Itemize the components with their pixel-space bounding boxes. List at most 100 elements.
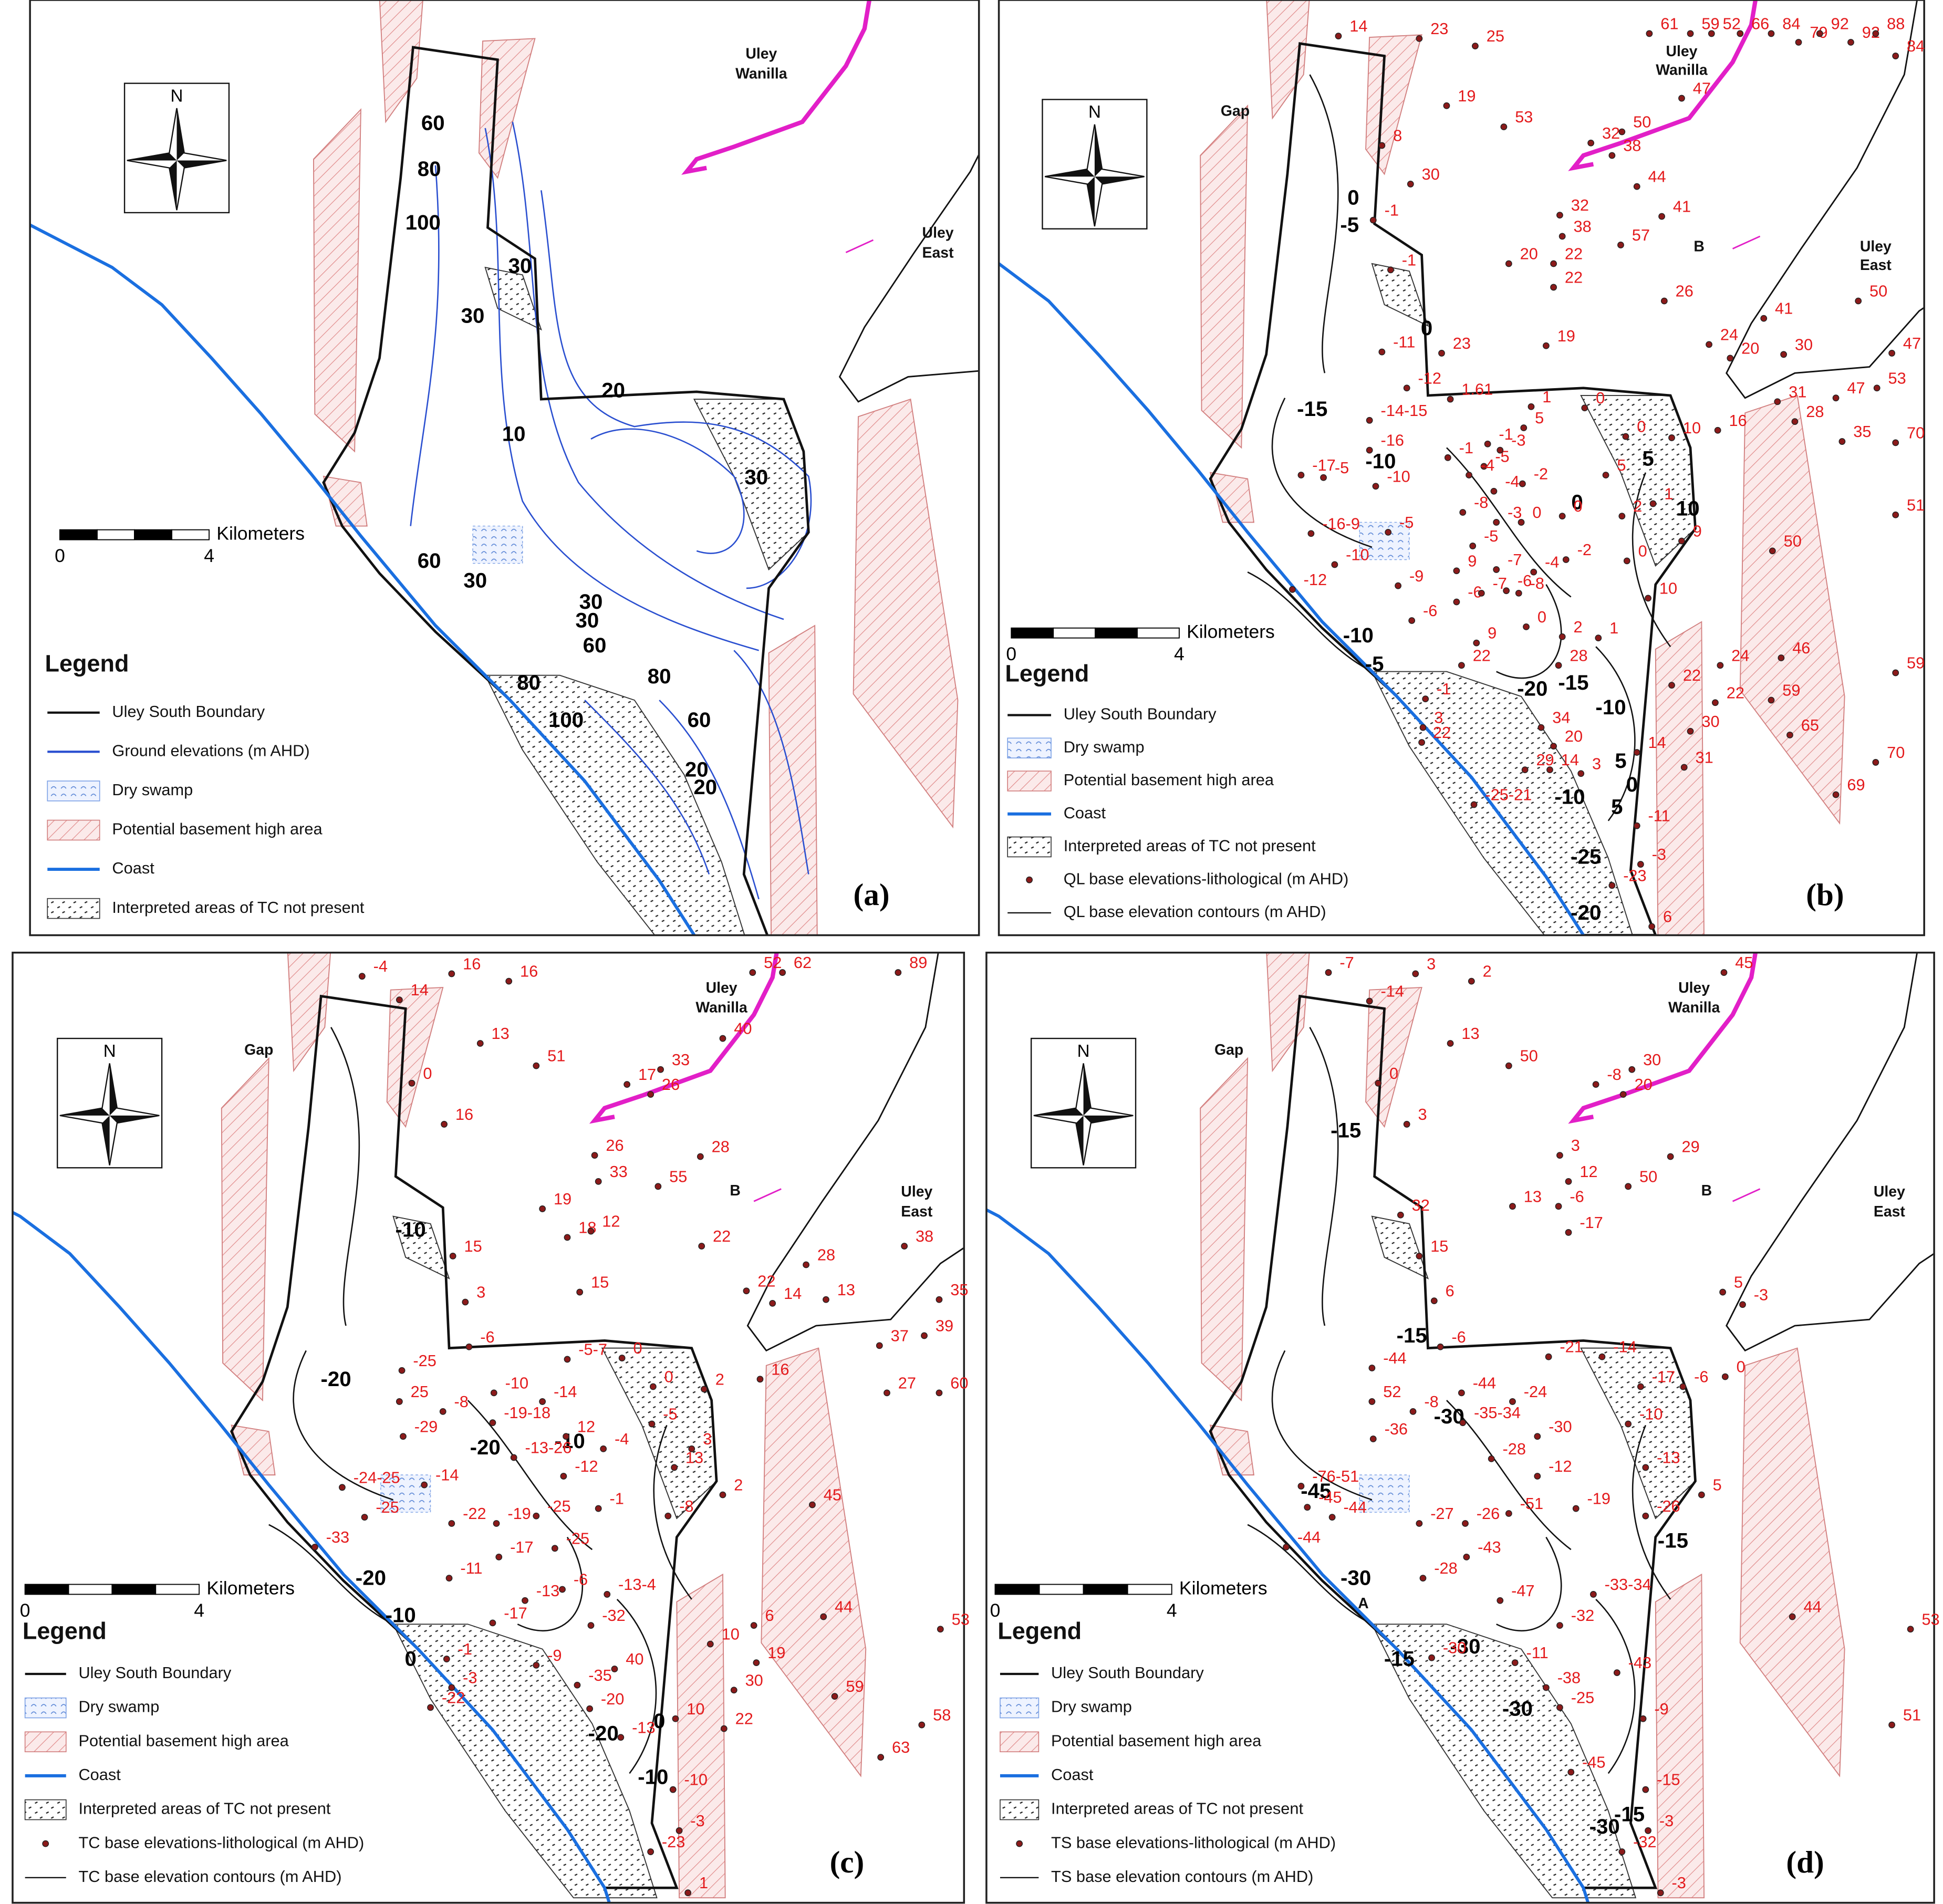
borehole-elevation: 50 <box>1869 282 1887 300</box>
place-name: Uley <box>922 225 954 242</box>
borehole-elevation: 0 <box>1573 497 1582 515</box>
borehole-point <box>1409 1408 1417 1415</box>
borehole-elevation: 22 <box>1433 723 1451 742</box>
borehole-elevation: 16 <box>455 1105 473 1123</box>
legend-swatch <box>1007 836 1052 858</box>
borehole-elevation: 35 <box>950 1281 968 1299</box>
place-name: Uley <box>901 1183 932 1200</box>
borehole-point <box>730 1687 737 1694</box>
borehole-point <box>1528 403 1535 410</box>
borehole-point <box>937 1626 944 1633</box>
uley-south-boundary <box>1209 42 1697 935</box>
borehole-elevation: -10 <box>684 1771 708 1789</box>
borehole-elevation: 14 <box>784 1284 802 1303</box>
tc-not-present-area <box>1371 263 1429 327</box>
borehole-elevation: 16 <box>463 954 481 973</box>
elevation-contour <box>1309 1027 1339 1326</box>
borehole-elevation: -12 <box>575 1457 598 1475</box>
borehole-point <box>654 1183 662 1190</box>
borehole-elevation: 13 <box>1461 1024 1479 1043</box>
borehole-point <box>1556 1152 1563 1159</box>
borehole-point <box>901 1243 908 1250</box>
dry-swamp <box>1359 522 1410 560</box>
scale-tick-label: 4 <box>194 1600 204 1621</box>
borehole-elevation: 13 <box>837 1281 855 1299</box>
borehole-point <box>1786 731 1793 738</box>
legend-item: Uley South Boundary <box>1064 705 1217 723</box>
contour-label: 60 <box>421 111 445 134</box>
dry-swamp <box>380 1474 431 1513</box>
borehole-elevation: 44 <box>1804 1598 1822 1616</box>
contour-label: -15 <box>1614 1803 1645 1826</box>
borehole-point <box>1542 342 1550 349</box>
borehole-point <box>1708 30 1715 37</box>
contour-label: 0 <box>1571 491 1583 514</box>
borehole-elevation: -11 <box>1648 807 1670 825</box>
borehole-point <box>1484 440 1491 448</box>
place-name: Uley <box>1666 43 1697 60</box>
borehole-elevation: -3 <box>1659 1812 1674 1830</box>
borehole-point <box>1497 1597 1504 1604</box>
borehole-elevation: 0 <box>1537 608 1546 626</box>
uley-south-boundary <box>230 994 718 1889</box>
borehole-point <box>604 1591 611 1598</box>
borehole-point <box>1592 1081 1599 1088</box>
borehole-point <box>1633 183 1640 190</box>
borehole-point <box>921 1332 928 1339</box>
borehole-elevation: 59 <box>1701 14 1719 33</box>
borehole-point <box>1459 1419 1467 1427</box>
borehole-elevation: 9 <box>1488 624 1497 642</box>
legend-item: Potential basement high area <box>1051 1731 1262 1750</box>
borehole-elevation: 92 <box>1831 14 1849 33</box>
borehole-elevation: -6 <box>1694 1368 1708 1386</box>
borehole-point <box>809 1501 816 1508</box>
borehole-point <box>1625 1420 1632 1428</box>
borehole-elevation: 53 <box>952 1610 970 1628</box>
borehole-point <box>1768 696 1775 704</box>
borehole-point <box>877 1754 885 1761</box>
borehole-elevation: -25 <box>1571 1688 1594 1707</box>
elevation-contour <box>467 1400 593 1551</box>
borehole-point <box>564 1356 571 1363</box>
contour-label: 0 <box>1347 185 1359 209</box>
borehole-point <box>1437 1343 1444 1350</box>
borehole-point <box>1556 1704 1563 1711</box>
contour-label: -25 <box>1571 845 1601 868</box>
borehole-elevation: 84 <box>1782 14 1800 33</box>
borehole-elevation: -6 <box>1570 1187 1584 1205</box>
elevation-contour <box>1496 584 1562 679</box>
place-name: B <box>730 1182 741 1199</box>
borehole-point <box>1680 764 1688 771</box>
borehole-elevation: 9 <box>1693 522 1702 540</box>
borehole-elevation: -8 <box>1424 1392 1438 1411</box>
borehole-elevation: 5 <box>1713 1476 1722 1494</box>
borehole-elevation: -8 <box>679 1497 693 1515</box>
borehole-elevation: 58 <box>933 1706 951 1724</box>
borehole-point <box>1444 454 1451 461</box>
borehole-elevation: -24-25 <box>354 1468 400 1486</box>
legend-item: Dry swamp <box>1051 1698 1132 1716</box>
basement-high-area <box>379 0 423 123</box>
borehole-elevation: -7 <box>1508 550 1522 569</box>
borehole-point <box>756 1376 764 1383</box>
borehole-elevation: -15 <box>1657 1771 1680 1789</box>
borehole-elevation: -8 <box>1530 574 1544 592</box>
scale-bar-segment <box>1011 627 1054 639</box>
contour-label: -15 <box>1297 397 1327 421</box>
borehole-elevation: 17 <box>638 1065 656 1084</box>
borehole-elevation: 35 <box>1853 422 1871 441</box>
borehole-point <box>1623 557 1630 565</box>
borehole-elevation: 47 <box>1903 334 1921 352</box>
borehole-point <box>574 1681 581 1689</box>
legend-item: QL base elevation contours (m AHD) <box>1064 902 1326 921</box>
borehole-elevation: -38 <box>1557 1669 1581 1687</box>
borehole-point <box>1698 1491 1705 1499</box>
legend-title: Legend <box>1005 660 1089 687</box>
place-name: Uley <box>1874 1183 1905 1200</box>
north-label: N <box>1088 102 1101 122</box>
contour-label: -10 <box>396 1218 426 1242</box>
legend-title: Legend <box>23 1618 107 1645</box>
place-name: East <box>922 245 954 262</box>
panel-frame <box>12 951 965 1904</box>
section-line <box>1732 1188 1761 1202</box>
